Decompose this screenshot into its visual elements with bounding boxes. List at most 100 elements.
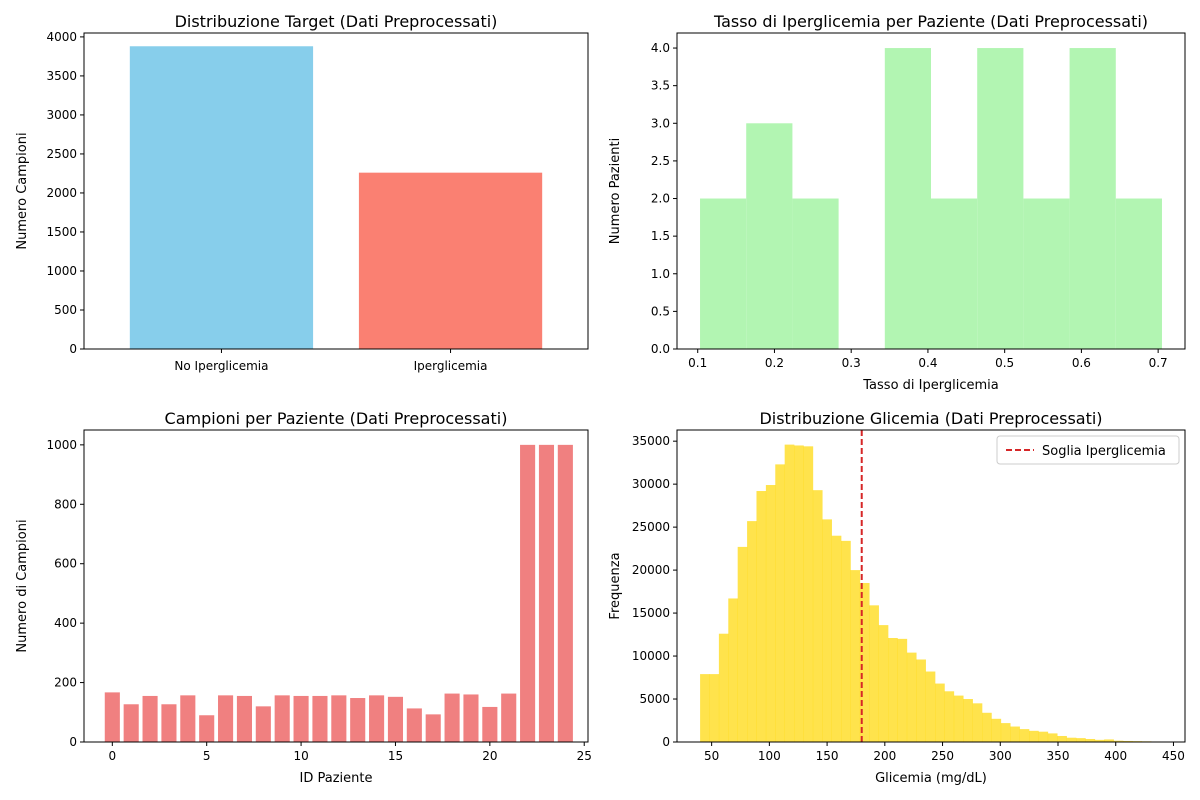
y-tick-label: 500: [54, 303, 77, 317]
histogram-bar: [953, 695, 964, 742]
histogram-bar: [1000, 723, 1011, 742]
histogram-bar: [822, 519, 832, 742]
bar-no-iperglicemia: [129, 46, 314, 350]
bar-patient-2: [142, 695, 158, 742]
plot-frame: [83, 32, 589, 350]
histogram-bar: [977, 48, 1024, 350]
bar-patient-11: [312, 695, 328, 742]
histogram-bar: [944, 691, 955, 742]
bar-patient-20: [482, 706, 498, 742]
bar-patient-13: [350, 698, 366, 742]
x-tick-label: 200: [873, 749, 896, 763]
y-tick-label: 400: [54, 616, 77, 630]
histogram-bar: [746, 123, 793, 350]
y-tick-label: 1500: [46, 225, 77, 239]
bar-patient-18: [444, 693, 460, 742]
y-tick-label: 1.5: [651, 229, 670, 243]
bar-patient-5: [199, 715, 215, 742]
x-tick-label: 20: [482, 749, 497, 763]
bar-patient-9: [274, 695, 290, 742]
histogram-bar: [1076, 738, 1086, 742]
y-tick-label: 15000: [632, 606, 670, 620]
x-tick-label: 0.2: [765, 356, 784, 370]
histogram-bar: [1104, 739, 1114, 742]
histogram-bar: [991, 718, 1002, 742]
histogram-bar: [1094, 739, 1105, 742]
x-tick-label: 25: [577, 749, 592, 763]
bar-patient-12: [331, 695, 347, 742]
histogram-bar: [1123, 740, 1133, 742]
bar-patient-8: [255, 706, 271, 742]
y-tick-label: 2.0: [651, 192, 670, 206]
histogram-bar: [747, 521, 757, 742]
histogram-bar: [906, 652, 917, 742]
histogram-bar: [728, 598, 738, 742]
bar-patient-21: [501, 693, 517, 742]
y-tick-label: 2500: [46, 147, 77, 161]
histogram-bar: [869, 605, 879, 742]
x-tick-label: 50: [704, 749, 719, 763]
y-axis-label: Frequenza: [608, 552, 623, 619]
histogram-bar: [963, 699, 973, 742]
histogram-bar: [1115, 198, 1162, 349]
bar-patient-4: [180, 695, 196, 742]
bar-patient-19: [463, 694, 479, 742]
chart-title: Tasso di Iperglicemia per Paziente (Dati…: [713, 12, 1148, 31]
x-axis-label: ID Paziente: [300, 771, 373, 786]
chart-samples-per-patient: 0 200 400 600 800 1000 0 5 10 15 20 25 Campioni per …: [15, 409, 592, 786]
bar-patient-15: [387, 696, 404, 742]
histogram-bar: [718, 633, 729, 742]
histogram-bar: [792, 198, 839, 349]
chart-hyperglycemia-rate: 0.0 0.5 1.0 1.5 2.0 2.5 3.0 3.5 4.0 0.1 0.2 0.3 0.4 0…: [608, 12, 1186, 393]
y-tick-label: 2.5: [651, 154, 670, 168]
x-axis-label: Glicemia (mg/dL): [875, 771, 987, 786]
x-tick-label: 250: [931, 749, 954, 763]
histogram-bar: [775, 464, 785, 742]
y-tick-label: 800: [54, 497, 77, 511]
y-tick-label: 1.0: [651, 267, 670, 281]
histogram-bar: [1057, 735, 1067, 742]
x-tick-label: No Iperglicemia: [174, 359, 268, 373]
bar-patient-23: [538, 444, 555, 742]
histogram-bar: [884, 48, 931, 350]
plot-frame: [676, 32, 1186, 350]
histogram-bar: [737, 546, 748, 742]
plot-frame: [83, 429, 589, 743]
histogram-bar: [1038, 731, 1049, 742]
y-tick-label: 0: [69, 735, 77, 749]
bar-patient-24: [557, 444, 573, 742]
histogram-bar: [831, 535, 842, 742]
chart-title: Campioni per Paziente (Dati Preprocessat…: [165, 409, 508, 428]
x-tick-label: 0.7: [1149, 356, 1168, 370]
x-tick-label: 0.6: [1072, 356, 1091, 370]
x-tick-label: 450: [1162, 749, 1185, 763]
y-tick-label: 20000: [632, 563, 670, 577]
bar-patient-22: [520, 444, 536, 742]
legend-label: Soglia Iperglicemia: [1042, 444, 1166, 459]
histogram-bar: [1085, 738, 1096, 742]
y-axis-label: Numero Campioni: [15, 132, 30, 249]
bar-patient-0: [104, 692, 120, 742]
x-tick-label: 300: [989, 749, 1012, 763]
chart-title: Distribuzione Target (Dati Preprocessati…: [175, 12, 498, 31]
y-axis-label: Numero Pazienti: [608, 138, 623, 244]
histogram-bar: [812, 490, 823, 742]
y-tick-label: 1000: [46, 438, 77, 452]
x-tick-label: 100: [758, 749, 781, 763]
y-tick-label: 0: [662, 735, 670, 749]
x-tick-label: 150: [816, 749, 839, 763]
bar-iperglicemia: [358, 172, 543, 349]
histogram-bar: [982, 712, 992, 742]
x-tick-label: 350: [1047, 749, 1070, 763]
histogram-bar: [841, 540, 851, 742]
histogram-bar: [765, 485, 776, 742]
x-tick-label: 0.3: [842, 356, 861, 370]
histogram-bar: [1066, 737, 1077, 742]
y-tick-label: 0.0: [651, 342, 670, 356]
x-tick-label: 5: [203, 749, 211, 763]
histogram-bar: [794, 445, 804, 742]
legend-box: [996, 435, 1180, 465]
chart-glycemia-distribution: 0 5000 10000 15000 20000 25000 30000 35000 50 100…: [608, 409, 1186, 786]
x-tick-label: 0.1: [688, 356, 707, 370]
histogram-bar: [878, 625, 889, 742]
